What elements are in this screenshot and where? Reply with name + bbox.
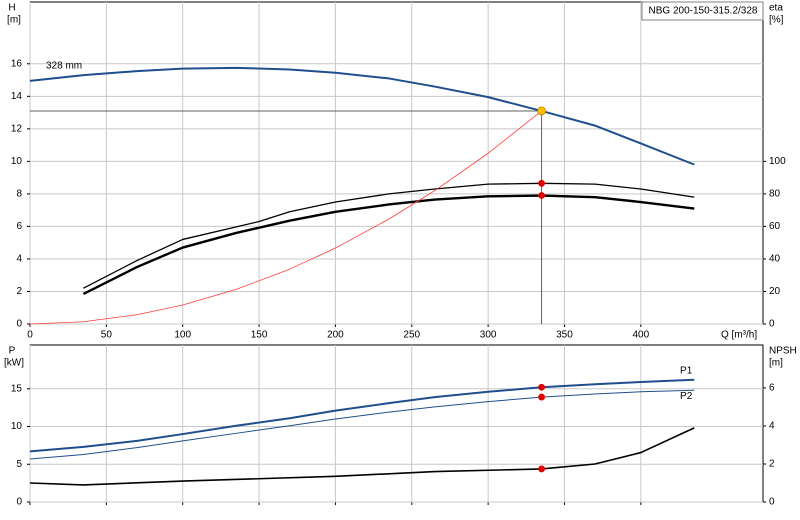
y-tick-label: 0 — [16, 319, 22, 330]
series-label: 328 mm — [46, 61, 82, 72]
series-label: P1 — [680, 365, 693, 376]
y2-tick-label: 4 — [769, 421, 775, 432]
y2-tick-label: 2 — [769, 459, 775, 470]
y-axis-unit: [m] — [7, 15, 21, 26]
curve — [29, 389, 695, 460]
y2-tick-label: 40 — [769, 254, 781, 265]
y2-axis-label: eta — [769, 3, 783, 14]
y2-tick-label: 80 — [769, 189, 781, 200]
y2-axis-label: NPSH — [769, 346, 797, 357]
y2-axis-unit: [%] — [769, 15, 784, 26]
y-tick-label: 12 — [11, 123, 23, 134]
y-tick-label: 4 — [16, 254, 22, 265]
x-tick-label: 250 — [403, 330, 420, 341]
curve — [82, 194, 695, 295]
y-axis-label: H — [8, 3, 15, 14]
x-tick-label: 300 — [480, 330, 497, 341]
x-tick-label: 400 — [632, 330, 649, 341]
y-tick-label: 10 — [11, 156, 23, 167]
curve — [29, 110, 542, 325]
x-axis-label: Q [m³/h] — [721, 330, 757, 341]
x-tick-label: 200 — [327, 330, 344, 341]
curve — [29, 378, 695, 453]
operating-point — [538, 192, 545, 199]
y-tick-label: 5 — [16, 459, 22, 470]
y-tick-label: 10 — [11, 421, 23, 432]
y2-tick-label: 0 — [769, 497, 775, 508]
y-tick-label: 0 — [16, 497, 22, 508]
operating-point — [538, 465, 545, 473]
series-label: P2 — [680, 391, 693, 402]
y-tick-label: 14 — [11, 91, 23, 102]
y-tick-label: 8 — [16, 189, 22, 200]
x-tick-label: 50 — [101, 330, 113, 341]
y2-tick-label: 0 — [769, 319, 775, 330]
x-tick-label: 0 — [27, 330, 33, 341]
y-tick-label: 16 — [11, 58, 23, 69]
x-tick-label: 100 — [174, 330, 191, 341]
y-tick-label: 15 — [11, 383, 23, 394]
y2-tick-label: 100 — [769, 156, 786, 167]
y2-axis-unit: [m] — [769, 358, 783, 369]
y-tick-label: 2 — [16, 286, 22, 297]
y2-tick-label: 60 — [769, 221, 781, 232]
plot-frame — [29, 1, 764, 325]
title-box — [641, 1, 764, 21]
operating-point — [538, 383, 545, 391]
y-tick-label: 6 — [16, 221, 22, 232]
x-tick-label: 150 — [251, 330, 268, 341]
curve — [29, 66, 695, 166]
operating-point — [538, 393, 545, 401]
y2-tick-label: 20 — [769, 286, 781, 297]
plot-frame — [29, 344, 764, 503]
curve — [83, 182, 695, 289]
operating-point — [537, 106, 546, 116]
chart-title: NBG 200-150-315.2/328 — [649, 6, 758, 17]
operating-point — [538, 179, 545, 187]
x-tick-label: 350 — [556, 330, 573, 341]
y2-tick-label: 6 — [769, 383, 775, 394]
curve — [29, 427, 695, 486]
y-axis-label: P — [9, 346, 16, 357]
y-axis-unit: [kW] — [4, 358, 24, 369]
